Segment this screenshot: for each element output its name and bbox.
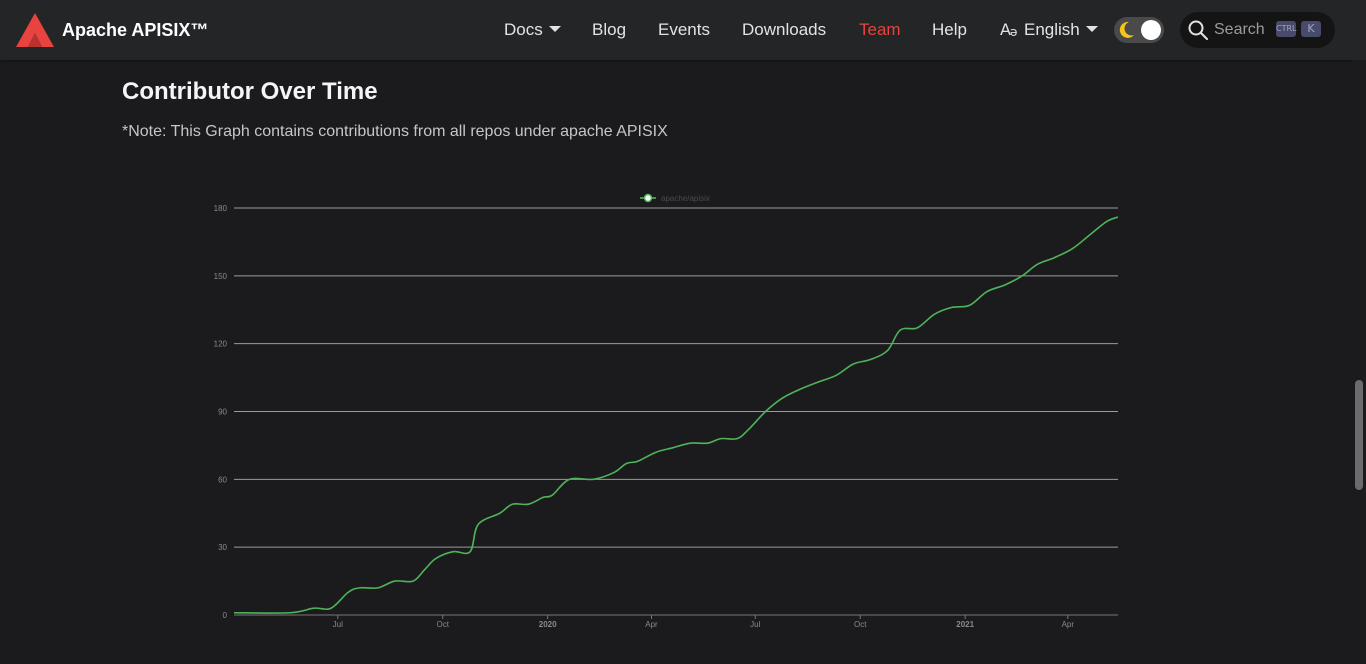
search-placeholder: Search <box>1214 21 1265 38</box>
x-tick-label: Oct <box>437 620 450 629</box>
search-icon <box>1188 20 1208 40</box>
y-tick-label: 0 <box>223 611 228 620</box>
search-button[interactable]: Search CTRL K <box>1180 12 1335 48</box>
scrollbar-thumb[interactable] <box>1355 380 1363 490</box>
series-line <box>233 216 1119 614</box>
chevron-down-icon <box>548 26 561 32</box>
x-tick-label: Jul <box>333 620 343 629</box>
y-tick-label: 180 <box>214 204 228 213</box>
kbd-k: K <box>1301 21 1321 37</box>
nav-language[interactable]: A ə English <box>1000 20 1098 40</box>
y-tick-label: 150 <box>214 272 228 281</box>
nav-docs[interactable]: Docs <box>504 20 561 40</box>
page-scrollbar[interactable] <box>1352 60 1366 664</box>
toggle-knob <box>1141 20 1161 40</box>
x-tick-label: 2020 <box>539 620 557 629</box>
theme-toggle[interactable] <box>1114 17 1164 43</box>
nav-help[interactable]: Help <box>932 20 967 39</box>
nav-docs-label: Docs <box>504 20 543 39</box>
translate-icon: A ə <box>1000 20 1017 39</box>
brand-link[interactable]: Apache APISIX™ <box>16 13 208 47</box>
nav-language-label: English <box>1024 20 1080 39</box>
nav-downloads[interactable]: Downloads <box>742 20 827 39</box>
navbar: Apache APISIX™ Docs Blog Events Download… <box>0 0 1366 60</box>
nav-blog[interactable]: Blog <box>592 20 627 39</box>
apisix-logo-icon <box>16 13 54 47</box>
kbd-ctrl: CTRL <box>1276 21 1297 37</box>
svg-text:A: A <box>1000 20 1011 38</box>
y-tick-label: 60 <box>218 475 227 484</box>
y-tick-label: 90 <box>218 408 227 417</box>
chevron-down-icon <box>1085 26 1098 32</box>
brand-title: Apache APISIX™ <box>62 19 209 40</box>
x-tick-label: Jul <box>750 620 760 629</box>
x-tick-label: Oct <box>854 620 867 629</box>
x-tick-label: Apr <box>1062 620 1075 629</box>
x-tick-label: 2021 <box>956 620 974 629</box>
y-tick-label: 30 <box>218 543 227 552</box>
y-tick-label: 120 <box>214 340 228 349</box>
page-title: Contributor Over Time <box>122 78 378 105</box>
moon-icon <box>1119 21 1134 38</box>
legend-label: apache/apisix <box>661 194 710 203</box>
x-tick-label: Apr <box>645 620 658 629</box>
graph-note: *Note: This Graph contains contributions… <box>122 123 668 140</box>
nav-events[interactable]: Events <box>658 20 710 39</box>
legend-marker <box>643 193 653 203</box>
svg-text:ə: ə <box>1010 25 1017 38</box>
nav-team[interactable]: Team <box>859 20 901 39</box>
